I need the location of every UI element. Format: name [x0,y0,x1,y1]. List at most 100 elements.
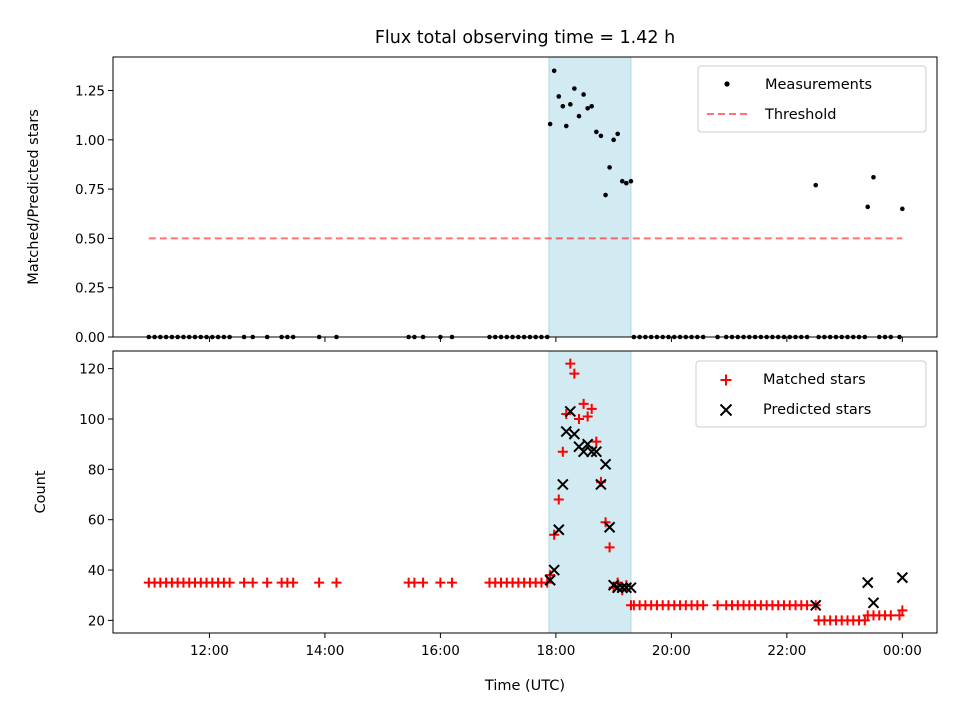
matched-star-point [894,610,905,621]
matched-star-point [897,605,908,616]
measurement-point [865,204,871,210]
predicted-star-point [568,428,581,440]
predicted-star-point [616,581,629,594]
measurement-point [563,123,569,129]
matched-star-point [418,577,429,588]
chart-title: Flux total observing time = 1.42 h [375,28,675,48]
predicted-star-point [577,446,590,458]
y-tick-label: 0.50 [75,231,105,247]
predicted-star-point [544,574,556,586]
measurement-point [551,68,557,74]
y-tick-label: 40 [88,563,105,579]
predicted-star-point [862,576,874,589]
y-tick-label: 1.25 [75,84,105,100]
matched-star-point [239,577,250,588]
matched-star-point [262,577,273,588]
x-tick-label: 18:00 [536,643,575,659]
matched-stars-legend-marker [720,374,732,386]
matched-star-point [573,413,584,424]
predicted-star-point [611,581,624,594]
matched-star-point [885,610,896,621]
measurement-point [871,174,876,180]
predicted-star-point [620,581,633,594]
ratio-legend-frame [697,65,927,133]
matched-star-point [565,358,576,369]
measurement-point [813,182,819,188]
predicted-star-point [548,564,560,576]
measurement-point [556,94,562,99]
predicted-star-point [557,478,569,491]
ratio-plot-frame [112,56,938,338]
measurement-point [585,105,590,111]
matched-star-point [582,411,593,422]
predicted-star-point [564,405,577,418]
highlight-span [548,56,632,338]
measurement-point [589,103,594,109]
x-tick-label: 00:00 [883,643,922,659]
y-tick-label: 1.00 [75,133,105,149]
predicted-star-point [590,446,603,458]
predicted-star-point [810,599,822,612]
x-tick-label: 16:00 [421,643,460,659]
matched-star-point [604,542,615,553]
predicted-star-point [585,446,598,458]
ratio-panel: 0.00 0.25 0.50 0.75 1.00 1.25 Matched/Predict… [26,56,938,346]
measurement-point [594,129,599,135]
measurement-point [598,133,604,139]
threshold-legend-label: Threshold [764,107,836,123]
count-legend-frame [695,360,927,428]
predicted-star-point [867,597,880,609]
x-axis-label: Time (UTC) [484,678,565,694]
matched-star-point [698,600,709,611]
x-tick-label: 14:00 [305,643,344,659]
matched-star-point [446,577,457,588]
count-legend: Matched stars Predicted stars [695,360,927,428]
matched-star-point [288,577,299,588]
matched-star-point [802,600,813,611]
y-tick-label: 60 [88,513,105,529]
measurement-point [628,178,634,184]
predicted-star-point [595,478,607,491]
predicted-star-point [599,458,612,471]
matched-star-point [224,577,235,588]
y-tick-label: 0.75 [75,182,105,198]
measurement-point [560,103,566,109]
measurement-point [572,86,577,91]
matched-stars-legend-label: Matched stars [763,372,866,388]
predicted-stars-legend-marker [719,403,733,417]
predicted-stars-legend-label: Predicted stars [763,402,871,418]
measurements-legend-label: Measurements [765,77,872,93]
x-tick-label: 22:00 [767,643,806,659]
measurement-point [603,192,608,198]
x-tick-label: 20:00 [652,643,691,659]
measurement-point [568,102,573,107]
matched-star-point [435,577,446,588]
matched-star-point [586,403,597,414]
matched-star-point [314,577,325,588]
matched-star-point [331,577,342,588]
count-y-axis-label: Count [33,470,49,513]
predicted-star-point [603,521,616,533]
matched-star-point [859,615,870,626]
matched-star-point [557,446,568,457]
measurement-point [576,113,582,119]
count-panel: 20 40 60 80 100 120 12:00 14:00 16:00 18:00 20:00 2… [33,350,938,694]
count-plot-frame [112,350,938,634]
measurement-point [615,131,620,137]
measurement-point [900,206,905,212]
measurement-point [547,121,553,127]
measurements-legend-marker [724,81,730,87]
y-tick-label: 80 [88,462,105,478]
y-tick-label: 20 [88,613,105,629]
matched-star-point [569,368,580,379]
y-tick-label: 0.00 [75,330,105,346]
y-tick-label: 0.25 [75,281,105,297]
y-tick-label: 120 [79,362,105,378]
predicted-star-point [625,581,637,594]
matched-star-point [712,600,723,611]
ratio-y-axis-label: Matched/Predicted stars [26,109,42,285]
x-tick-label: 12:00 [190,643,229,659]
matched-star-point [247,577,258,588]
matched-star-point [553,494,564,505]
